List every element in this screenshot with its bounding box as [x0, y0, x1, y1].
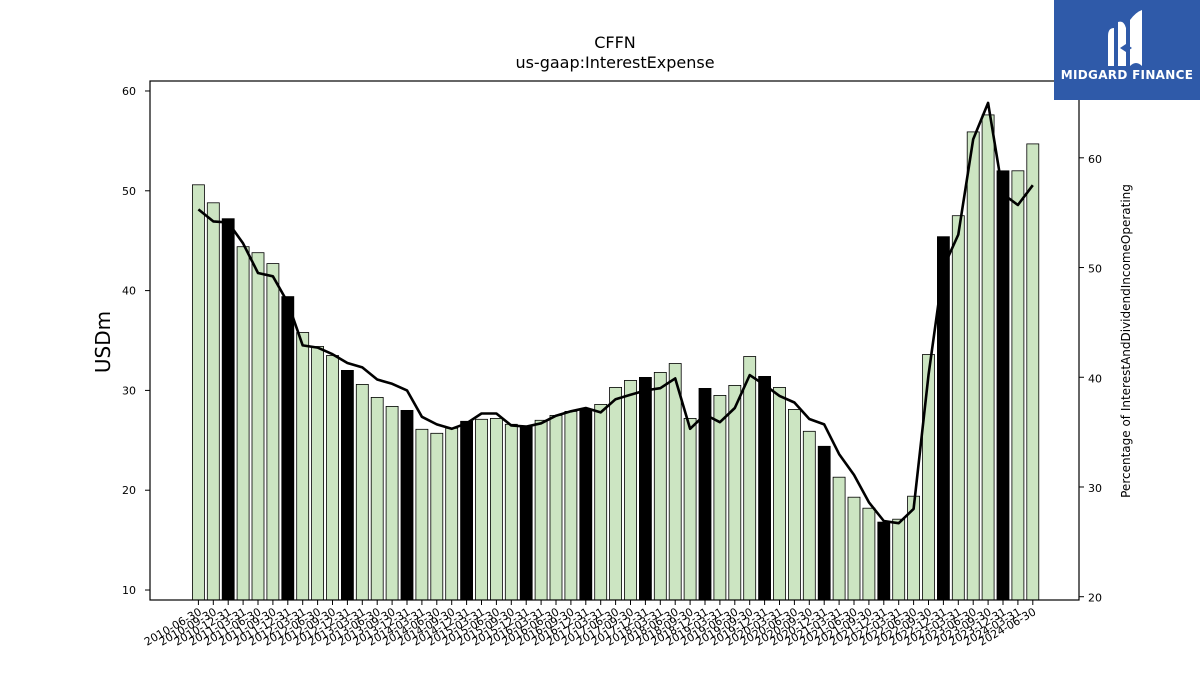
bar: [728, 384, 742, 601]
y2-tick-label: 20: [1088, 592, 1102, 605]
y-tick-label: 30: [122, 384, 136, 397]
plot-frame: [149, 80, 1080, 601]
bar: [489, 417, 503, 601]
bar: [832, 476, 846, 601]
chart-title: CFFN: [594, 33, 636, 52]
bar: [788, 408, 801, 601]
bar: [504, 423, 518, 601]
bar: [534, 419, 548, 601]
bar: [206, 202, 220, 601]
x-axis-ticks: 2010-06-302010-09-302010-12-312011-03-31…: [142, 600, 1038, 649]
bar: [400, 409, 414, 601]
y2-axis-title: Percentage of InterestAndDividendIncomeO…: [1119, 184, 1133, 498]
bar: [251, 252, 265, 601]
y-tick-label: 60: [122, 85, 136, 98]
bar: [1026, 143, 1040, 601]
bar: [996, 170, 1010, 601]
bar: [653, 371, 667, 601]
y2-tick-label: 50: [1088, 263, 1102, 276]
bar: [430, 432, 444, 601]
bar: [847, 496, 861, 601]
bar: [236, 246, 250, 601]
bar: [624, 379, 637, 601]
y-axis-title: USDm: [91, 311, 115, 373]
bar: [862, 507, 876, 601]
bar: [877, 521, 891, 601]
bar: [549, 414, 563, 601]
bar: [713, 394, 727, 601]
right-axis-ticks: 20 30 40 50 60: [1079, 153, 1102, 605]
line-group: [197, 101, 1034, 525]
bar: [892, 518, 906, 601]
bar: [370, 396, 384, 601]
bar: [817, 445, 831, 601]
bar: [460, 420, 474, 601]
bar: [355, 383, 369, 601]
bar: [564, 410, 578, 601]
bar: [639, 376, 652, 601]
bar: [773, 386, 786, 601]
bar: [191, 184, 205, 601]
bar: [266, 263, 280, 601]
bar: [475, 418, 488, 601]
bar: [609, 386, 622, 601]
bar: [311, 346, 325, 601]
bar: [519, 425, 533, 601]
y2-tick-label: 30: [1088, 482, 1102, 495]
bar: [951, 215, 965, 601]
bar: [1011, 170, 1025, 601]
bar: [743, 356, 757, 601]
bar: [340, 369, 354, 601]
left-axis-ticks: 10 20 30 40 50 60: [122, 85, 150, 597]
y2-tick-label: 60: [1088, 153, 1102, 166]
brand-logo: MIDGARD FINANCE: [1054, 0, 1200, 100]
bar: [668, 363, 682, 601]
chart-subtitle: us-gaap:InterestExpense: [515, 53, 714, 72]
bar: [966, 131, 980, 601]
series-line: [197, 101, 1034, 525]
bar: [385, 405, 399, 601]
bar: [326, 355, 339, 601]
midgard-logo-icon: [1108, 10, 1142, 67]
bar: [802, 430, 816, 601]
bar: [296, 332, 310, 601]
y-tick-label: 40: [122, 285, 136, 298]
y2-tick-label: 40: [1088, 372, 1102, 385]
y-tick-label: 10: [122, 584, 136, 597]
bar: [445, 427, 459, 601]
bar: [281, 296, 295, 601]
bar: [683, 417, 697, 601]
bar: [922, 354, 935, 601]
bar: [594, 403, 608, 601]
bar: [415, 428, 429, 601]
y-tick-label: 20: [122, 484, 136, 497]
bar-group: [191, 114, 1040, 601]
bar: [221, 218, 235, 601]
bar: [758, 375, 771, 601]
y-tick-label: 50: [122, 185, 136, 198]
logo-text: MIDGARD FINANCE: [1060, 68, 1194, 82]
bar: [981, 114, 995, 601]
bar: [579, 408, 593, 601]
